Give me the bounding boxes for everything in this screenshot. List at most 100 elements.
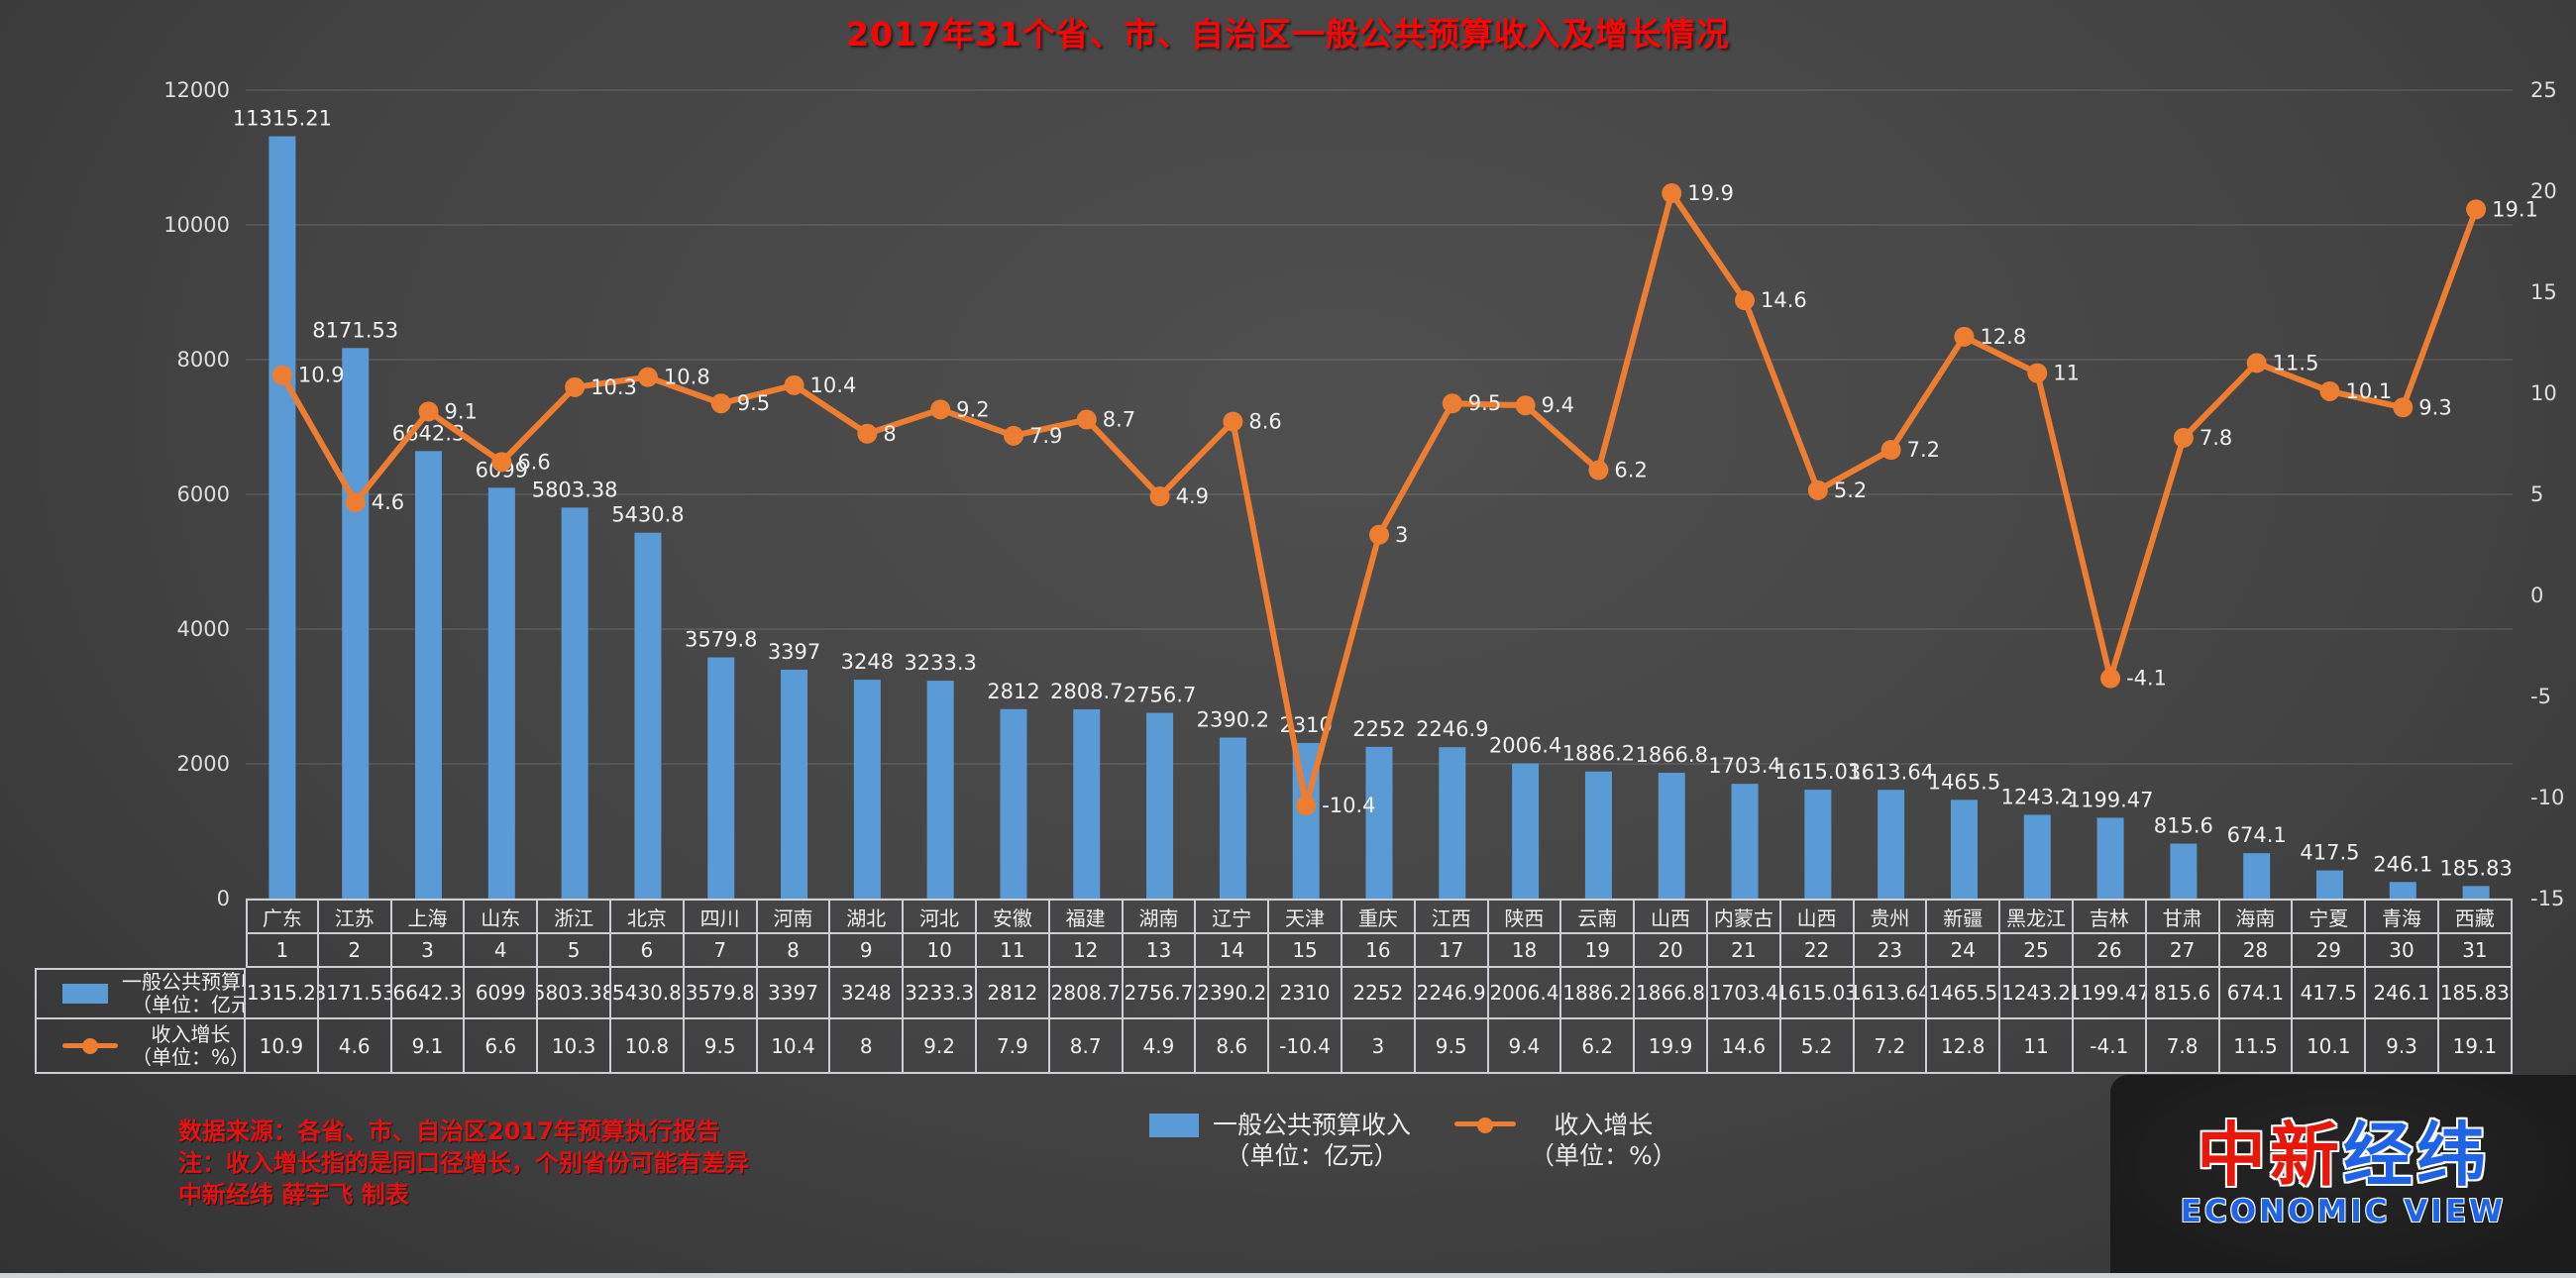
bar-1 xyxy=(268,136,296,899)
revenue-cell: 2310 xyxy=(1269,968,1342,1019)
bar-value-label: 246.1 xyxy=(2373,852,2432,876)
line-dot-8 xyxy=(784,374,805,395)
line-value-label: 11.5 xyxy=(2273,351,2319,374)
rank-cell: 27 xyxy=(2146,934,2220,968)
right-axis-tick-label: 25 xyxy=(2530,78,2557,102)
bar-value-label: 185.83 xyxy=(2439,856,2512,880)
rank-cell: 31 xyxy=(2438,934,2513,968)
line-dot-16 xyxy=(1369,524,1389,545)
rank-cell: 12 xyxy=(1049,934,1124,968)
rank-cell: 22 xyxy=(1780,934,1855,968)
bar-25 xyxy=(2023,814,2051,899)
province-cell: 甘肃 xyxy=(2146,899,2220,934)
line-value-label: 9.4 xyxy=(1542,393,1574,417)
province-cell: 天津 xyxy=(1269,899,1342,934)
growth-cell: 9.5 xyxy=(1415,1019,1489,1074)
bar-3 xyxy=(415,451,443,899)
line-dot-1 xyxy=(271,365,292,385)
table-corner-spacer xyxy=(35,899,246,934)
revenue-cell: 3579.8 xyxy=(684,968,758,1019)
revenue-cell: 2756.7 xyxy=(1123,968,1197,1019)
growth-cell: 12.8 xyxy=(1927,1019,2001,1074)
line-value-label: 14.6 xyxy=(1761,288,1807,312)
province-cell: 宁夏 xyxy=(2293,899,2367,934)
province-cell: 云南 xyxy=(1561,899,1636,934)
rank-cell: 24 xyxy=(1927,934,2001,968)
bar-16 xyxy=(1365,746,1393,899)
rank-cell: 7 xyxy=(684,934,758,968)
province-cell: 贵州 xyxy=(1854,899,1928,934)
growth-cell: 8.7 xyxy=(1049,1019,1124,1074)
logo-text-blue: 经纬 xyxy=(2343,1115,2490,1196)
province-cell: 黑龙江 xyxy=(2000,899,2074,934)
growth-cell: 6.6 xyxy=(465,1019,539,1074)
bar-26 xyxy=(2096,817,2124,899)
source-notes: 数据来源：各省、市、自治区2017年预算执行报告 注：收入增长指的是同口径增长，… xyxy=(178,1116,749,1211)
province-cell: 辽宁 xyxy=(1196,899,1270,934)
bar-value-label: 3248 xyxy=(841,650,894,674)
province-cell: 湖北 xyxy=(830,899,905,934)
rank-cell: 8 xyxy=(757,934,831,968)
province-cell: 青海 xyxy=(2366,899,2439,934)
logo-english-text: ECONOMIC VIEW xyxy=(2180,1194,2507,1229)
revenue-cell: 1243.2 xyxy=(2000,968,2074,1019)
bar-value-label: 11315.21 xyxy=(233,107,332,131)
bar-18 xyxy=(1512,763,1540,899)
revenue-cell: 3248 xyxy=(830,968,905,1019)
line-value-label: 19.9 xyxy=(1687,181,1734,205)
line-value-label: 10.3 xyxy=(590,375,637,399)
rank-cell: 21 xyxy=(1707,934,1781,968)
line-dot-23 xyxy=(1880,440,1901,461)
rank-cell: 19 xyxy=(1561,934,1636,968)
bar-value-label: 2006.4 xyxy=(1489,734,1561,758)
line-dot-3 xyxy=(418,401,439,422)
bar-19 xyxy=(1584,771,1612,899)
rank-cell: 9 xyxy=(830,934,905,968)
rank-cell: 5 xyxy=(538,934,611,968)
growth-cell: 10.4 xyxy=(757,1019,831,1074)
province-cell: 新疆 xyxy=(1927,899,2001,934)
province-cell: 江苏 xyxy=(318,899,392,934)
line-value-label: 10.1 xyxy=(2345,379,2392,403)
province-cell: 山东 xyxy=(465,899,539,934)
revenue-cell: 5430.8 xyxy=(610,968,685,1019)
growth-cell: 10.1 xyxy=(2293,1019,2367,1074)
province-cell: 河北 xyxy=(904,899,977,934)
line-dot-19 xyxy=(1588,460,1609,480)
growth-cell: 7.8 xyxy=(2146,1019,2220,1074)
line-dot-17 xyxy=(1442,393,1462,414)
bar-value-label: 1243.2 xyxy=(2001,785,2074,808)
logo-chinese-text: 中新经纬 xyxy=(2197,1118,2490,1192)
note-caveat: 注：收入增长指的是同口径增长，个别省份可能有差异 xyxy=(178,1149,749,1177)
bar-8 xyxy=(781,670,808,899)
rank-cell: 3 xyxy=(391,934,466,968)
line-value-label: 10.4 xyxy=(810,373,857,397)
right-axis-tick-label: 0 xyxy=(2530,584,2543,607)
line-value-label: 4.6 xyxy=(372,490,404,514)
growth-cell: 10.8 xyxy=(610,1019,685,1074)
bottom-strip xyxy=(0,1273,2576,1278)
line-dot-28 xyxy=(2246,353,2267,373)
right-axis-tick-label: -10 xyxy=(2530,786,2564,809)
revenue-cell: 2812 xyxy=(976,968,1050,1019)
line-value-label: 4.9 xyxy=(1176,484,1209,508)
line-dot-12 xyxy=(1076,409,1097,430)
line-value-label: 9.5 xyxy=(737,391,770,415)
right-axis-tick-label: -15 xyxy=(2530,887,2564,910)
bar-value-label: 5803.38 xyxy=(532,478,618,501)
revenue-cell: 3397 xyxy=(757,968,831,1019)
growth-cell: 10.9 xyxy=(246,1019,319,1074)
data-table: 广东 江苏 上海 山东 浙江 北京 四川 河南 湖北 河北 安徽 福建 湖南 辽宁 天津 重庆 江西 陕西 云南 山西… xyxy=(35,899,2513,1074)
note-credit: 中新经纬 薛宇飞 制表 xyxy=(178,1181,409,1209)
bar-series-swatch-icon xyxy=(1149,1114,1199,1137)
rank-cell: 13 xyxy=(1123,934,1197,968)
left-axis-tick-label: 10000 xyxy=(163,213,230,237)
bar-value-label: 2390.2 xyxy=(1197,707,1269,731)
bar-5 xyxy=(561,507,589,899)
left-axis-tick-label: 8000 xyxy=(177,348,230,372)
table-corner-spacer xyxy=(35,934,246,968)
line-value-label: 6.6 xyxy=(517,450,550,474)
rank-cell: 11 xyxy=(976,934,1050,968)
